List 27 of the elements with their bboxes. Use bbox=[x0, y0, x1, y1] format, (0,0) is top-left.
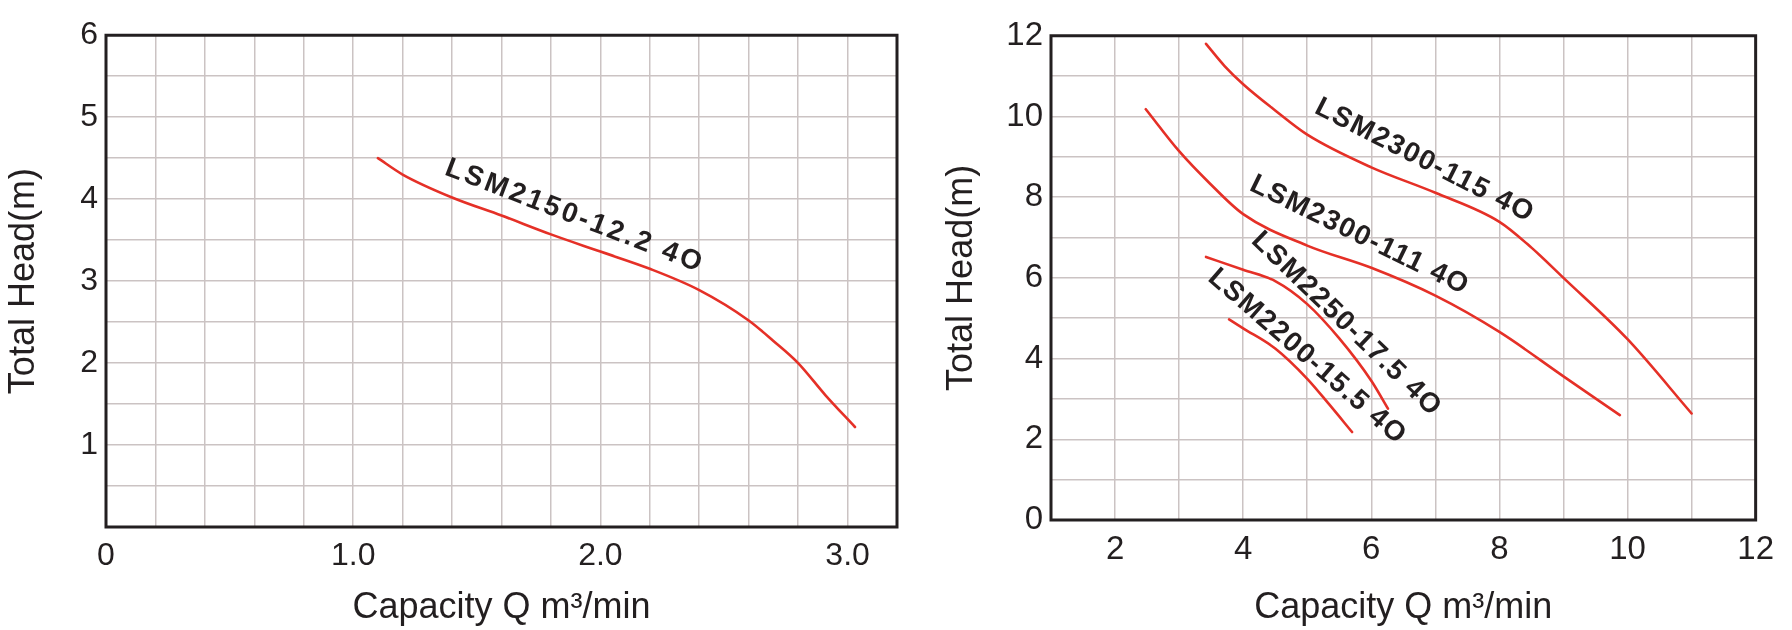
x-tick-label: 3.0 bbox=[825, 536, 870, 573]
y-tick-label: 6 bbox=[80, 15, 98, 52]
y-tick-label: 1 bbox=[80, 424, 98, 461]
x-tick-label: 1.0 bbox=[330, 536, 376, 573]
y-tick-label: 12 bbox=[1006, 14, 1043, 52]
y-tick-label: 10 bbox=[1006, 95, 1043, 133]
x-tick-label: 6 bbox=[1362, 528, 1381, 566]
x-tick-label: 10 bbox=[1609, 528, 1646, 566]
y-tick-label: 8 bbox=[1024, 176, 1043, 214]
x-tick-label: 12 bbox=[1737, 528, 1775, 566]
line-series bbox=[376, 156, 857, 429]
x-tick-label: 4 bbox=[1234, 528, 1253, 566]
x-axis-title: Capacity Q m³/min bbox=[352, 585, 651, 627]
y-tick-label: 4 bbox=[1024, 337, 1043, 375]
y-axis-title: Total Head(m) bbox=[938, 164, 980, 391]
x-tick-label: 2 bbox=[1105, 528, 1125, 566]
y-tick-label: 3 bbox=[80, 260, 98, 297]
y-axis-title: Total Head(m) bbox=[0, 168, 42, 395]
y-tick-label: 2 bbox=[1024, 418, 1043, 456]
y-tick-label: 2 bbox=[80, 342, 98, 379]
y-tick-label: 6 bbox=[1024, 256, 1043, 294]
y-tick-label: 5 bbox=[80, 96, 98, 133]
y-tick-label: 4 bbox=[80, 178, 98, 215]
y-tick-label: 0 bbox=[1024, 499, 1043, 537]
x-axis-title: Capacity Q m³/min bbox=[1254, 585, 1553, 627]
x-tick-label: 8 bbox=[1490, 528, 1509, 566]
x-tick-label: 2.0 bbox=[578, 536, 623, 573]
